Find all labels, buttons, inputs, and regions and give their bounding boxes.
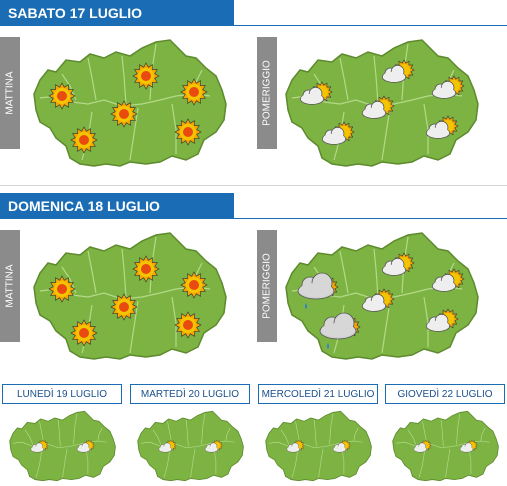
region-map xyxy=(33,39,227,167)
partly-cloudy-icon xyxy=(425,308,459,332)
partly-cloudy-icon xyxy=(459,439,478,453)
sun-icon xyxy=(174,118,202,146)
sun-icon xyxy=(70,319,98,347)
partly-cloudy-icon xyxy=(431,75,465,99)
panel-label: POMERIGGIO xyxy=(257,37,277,149)
sun-icon xyxy=(48,82,76,110)
partly-cloudy-icon xyxy=(299,81,333,105)
region-map xyxy=(392,410,499,482)
header-underline xyxy=(0,25,507,26)
region-map xyxy=(285,232,479,360)
forecast-day-label: GIOVEDÌ 22 LUGLIO xyxy=(385,384,505,404)
forecast-day-label: MARTEDÌ 20 LUGLIO xyxy=(130,384,250,404)
partly-cloudy-icon xyxy=(361,95,395,119)
partly-cloudy-icon xyxy=(76,439,95,453)
sun-icon xyxy=(180,271,208,299)
partly-cloudy-icon xyxy=(204,439,223,453)
sun-icon xyxy=(132,255,160,283)
sun-icon xyxy=(174,311,202,339)
partly-cloudy-icon xyxy=(332,439,351,453)
partly-cloudy-icon xyxy=(158,439,177,453)
forecast-day-label: MERCOLEDÌ 21 LUGLIO xyxy=(258,384,378,404)
partly-cloudy-icon xyxy=(381,252,415,276)
region-land xyxy=(265,410,372,482)
region-land xyxy=(137,410,244,482)
region-map xyxy=(265,410,372,482)
region-map xyxy=(33,232,227,360)
panel-label: POMERIGGIO xyxy=(257,230,277,342)
partly-cloudy-icon xyxy=(321,121,355,145)
header-underline xyxy=(0,218,507,219)
rain-cloud-icon xyxy=(319,312,361,349)
sun-icon xyxy=(110,293,138,321)
panel-label: MATTINA xyxy=(0,230,20,342)
sun-icon xyxy=(110,100,138,128)
partly-cloudy-icon xyxy=(413,439,432,453)
day-title: SABATO 17 LUGLIO xyxy=(0,0,234,26)
day-title: DOMENICA 18 LUGLIO xyxy=(0,193,234,219)
region-land xyxy=(9,410,116,482)
divider xyxy=(0,185,507,186)
forecast-day-label: LUNEDÌ 19 LUGLIO xyxy=(2,384,122,404)
sun-icon xyxy=(180,78,208,106)
partly-cloudy-icon xyxy=(425,115,459,139)
panel-label: MATTINA xyxy=(0,37,20,149)
sun-icon xyxy=(132,62,160,90)
sun-icon xyxy=(48,275,76,303)
sun-icon xyxy=(70,126,98,154)
region-map xyxy=(137,410,244,482)
partly-cloudy-icon xyxy=(431,268,465,292)
rain-cloud-icon xyxy=(297,272,339,309)
partly-cloudy-icon xyxy=(286,439,305,453)
partly-cloudy-icon xyxy=(361,288,395,312)
partly-cloudy-icon xyxy=(30,439,49,453)
region-map xyxy=(285,39,479,167)
region-map xyxy=(9,410,116,482)
region-land xyxy=(392,410,499,482)
partly-cloudy-icon xyxy=(381,59,415,83)
